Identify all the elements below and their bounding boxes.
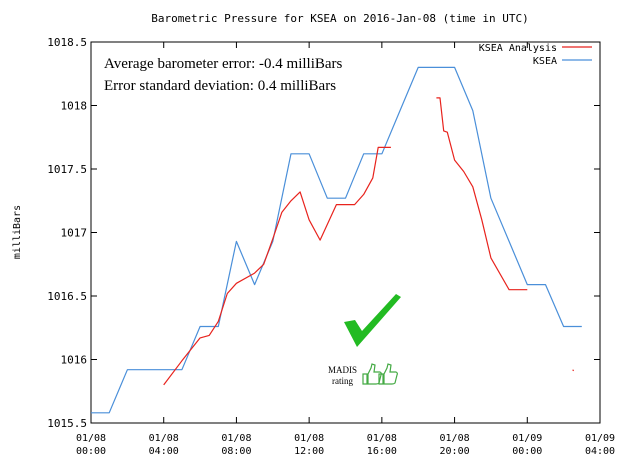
x-tick-label: 01/08 bbox=[149, 433, 179, 444]
thumbs-up-icon bbox=[362, 363, 382, 385]
madis-rating: MADIS rating bbox=[328, 294, 401, 386]
series-line-ksea-analysis-segment-0 bbox=[163, 146, 391, 386]
x-tick-label: 01/09 bbox=[512, 433, 542, 444]
x-tick-label: 04:00 bbox=[585, 446, 615, 457]
x-tick-label: 01/08 bbox=[294, 433, 324, 444]
chart-title: Barometric Pressure for KSEA on 2016-Jan… bbox=[151, 12, 529, 25]
madis-rating-line2: rating bbox=[332, 376, 353, 386]
legend: KSEA Analysis KSEA bbox=[479, 43, 592, 67]
y-axis: 1015.5 1016 1016.5 1017 1017.5 1018 1018.5 bbox=[47, 36, 600, 430]
madis-rating-line1: MADIS bbox=[328, 365, 357, 375]
series-layer bbox=[91, 66, 582, 414]
x-tick-label: 00:00 bbox=[76, 446, 106, 457]
series-line-ksea-analysis-segment-1 bbox=[436, 97, 528, 291]
annotation-average-error: Average barometer error: -0.4 milliBars bbox=[104, 56, 343, 72]
legend-label-ksea: KSEA bbox=[533, 56, 557, 67]
legend-label-analysis: KSEA Analysis bbox=[479, 43, 557, 54]
y-tick-label: 1016.5 bbox=[47, 290, 87, 303]
x-tick-label: 04:00 bbox=[149, 446, 179, 457]
x-tick-label: 01/08 bbox=[221, 433, 251, 444]
y-tick-label: 1018 bbox=[61, 100, 88, 113]
x-tick-label: 12:00 bbox=[294, 446, 324, 457]
check-mark-icon bbox=[344, 294, 401, 347]
x-axis: 01/08 00:00 01/08 04:00 01/08 08:00 01/08 12:00… bbox=[76, 42, 615, 457]
x-tick-label: 16:00 bbox=[367, 446, 397, 457]
series-line-ksea-analysis-segment-2 bbox=[572, 369, 575, 372]
series-line-ksea-segment-0 bbox=[91, 66, 582, 414]
y-tick-label: 1017.5 bbox=[47, 163, 87, 176]
x-tick-label: 01/09 bbox=[585, 433, 615, 444]
annotation-std-deviation: Error standard deviation: 0.4 milliBars bbox=[104, 78, 336, 94]
x-tick-label: 00:00 bbox=[512, 446, 542, 457]
annotations: Average barometer error: -0.4 milliBars … bbox=[104, 56, 343, 94]
thumbs-up-icon bbox=[378, 363, 398, 385]
y-tick-label: 1016 bbox=[61, 354, 88, 367]
y-tick-label: 1017 bbox=[61, 227, 88, 240]
y-axis-label: milliBars bbox=[12, 205, 23, 259]
x-tick-label: 20:00 bbox=[440, 446, 470, 457]
x-tick-label: 01/08 bbox=[367, 433, 397, 444]
x-tick-label: 01/08 bbox=[440, 433, 470, 444]
y-tick-label: 1018.5 bbox=[47, 36, 87, 49]
x-tick-label: 01/08 bbox=[76, 433, 106, 444]
x-tick-label: 08:00 bbox=[221, 446, 251, 457]
y-tick-label: 1015.5 bbox=[47, 417, 87, 430]
